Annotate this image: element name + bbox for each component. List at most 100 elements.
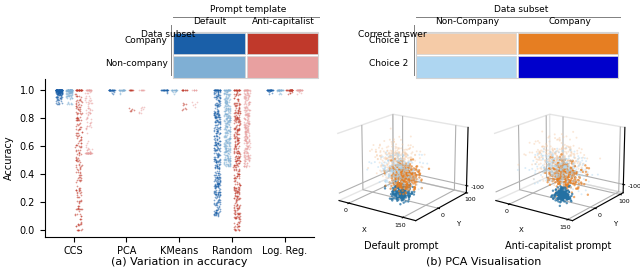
Point: [222, 121, 232, 125]
Point: [73, 111, 83, 115]
Point: [262, 88, 272, 92]
Point: [239, 121, 250, 126]
Point: [65, 88, 75, 92]
Point: [214, 157, 225, 162]
Point: [225, 156, 236, 160]
Point: [84, 151, 94, 155]
Point: [239, 153, 249, 157]
Point: [210, 184, 220, 188]
Point: [116, 88, 126, 92]
Point: [241, 93, 252, 97]
Point: [211, 127, 221, 131]
Point: [232, 180, 242, 184]
Point: [76, 125, 86, 129]
Point: [230, 135, 240, 140]
Point: [189, 88, 199, 92]
Point: [66, 88, 76, 92]
Point: [212, 152, 222, 157]
Point: [167, 88, 177, 92]
Point: [210, 88, 220, 92]
Point: [71, 92, 81, 96]
Point: [56, 88, 66, 92]
Point: [285, 88, 295, 92]
Point: [239, 136, 250, 140]
Point: [105, 88, 115, 92]
Point: [239, 164, 249, 168]
Point: [234, 227, 244, 231]
Point: [84, 111, 95, 115]
Point: [242, 144, 252, 149]
Point: [209, 88, 219, 92]
Point: [74, 151, 84, 155]
Point: [76, 222, 86, 227]
Point: [234, 109, 244, 113]
Point: [210, 140, 220, 144]
Point: [274, 88, 284, 92]
Point: [54, 88, 65, 92]
Point: [241, 88, 252, 92]
Point: [239, 150, 249, 154]
Point: [213, 189, 223, 194]
Point: [232, 134, 242, 139]
Point: [213, 153, 223, 158]
Point: [215, 152, 225, 157]
Point: [213, 93, 223, 98]
Point: [231, 131, 241, 135]
Point: [229, 211, 239, 215]
Point: [230, 204, 241, 208]
Point: [214, 175, 225, 179]
Point: [61, 91, 71, 95]
Point: [215, 88, 225, 92]
Point: [243, 97, 253, 101]
Point: [214, 181, 225, 186]
Point: [242, 88, 252, 92]
Point: [241, 88, 251, 92]
Point: [209, 157, 220, 162]
Point: [233, 168, 243, 173]
Point: [229, 113, 239, 118]
Point: [55, 88, 65, 92]
Point: [234, 204, 244, 208]
Point: [85, 111, 95, 115]
Point: [210, 106, 220, 110]
Point: [127, 106, 137, 111]
Point: [230, 210, 240, 214]
Point: [239, 125, 250, 129]
Point: [106, 88, 116, 93]
Point: [63, 88, 74, 92]
Point: [76, 88, 86, 92]
Point: [225, 88, 235, 92]
Point: [220, 109, 230, 113]
Point: [53, 98, 63, 103]
Point: [209, 209, 220, 214]
Point: [224, 144, 234, 148]
Point: [71, 106, 81, 110]
Point: [210, 110, 220, 115]
Point: [160, 88, 170, 92]
Point: [72, 159, 82, 163]
Point: [51, 89, 61, 94]
Point: [191, 100, 202, 104]
Point: [213, 114, 223, 119]
Point: [55, 88, 65, 92]
Point: [71, 124, 81, 128]
Point: [224, 149, 234, 153]
Point: [242, 111, 252, 115]
Point: [243, 154, 253, 159]
Point: [72, 195, 82, 199]
Bar: [416, 33, 516, 54]
Point: [225, 115, 235, 120]
Point: [219, 118, 229, 123]
Point: [230, 154, 240, 159]
Point: [286, 88, 296, 92]
Point: [56, 90, 67, 94]
Point: [233, 189, 243, 193]
Point: [220, 97, 230, 101]
Point: [86, 151, 97, 155]
Point: [214, 126, 225, 130]
Point: [57, 101, 67, 105]
Point: [234, 101, 244, 106]
Point: [221, 135, 231, 139]
Point: [223, 164, 233, 168]
Point: [212, 191, 223, 195]
